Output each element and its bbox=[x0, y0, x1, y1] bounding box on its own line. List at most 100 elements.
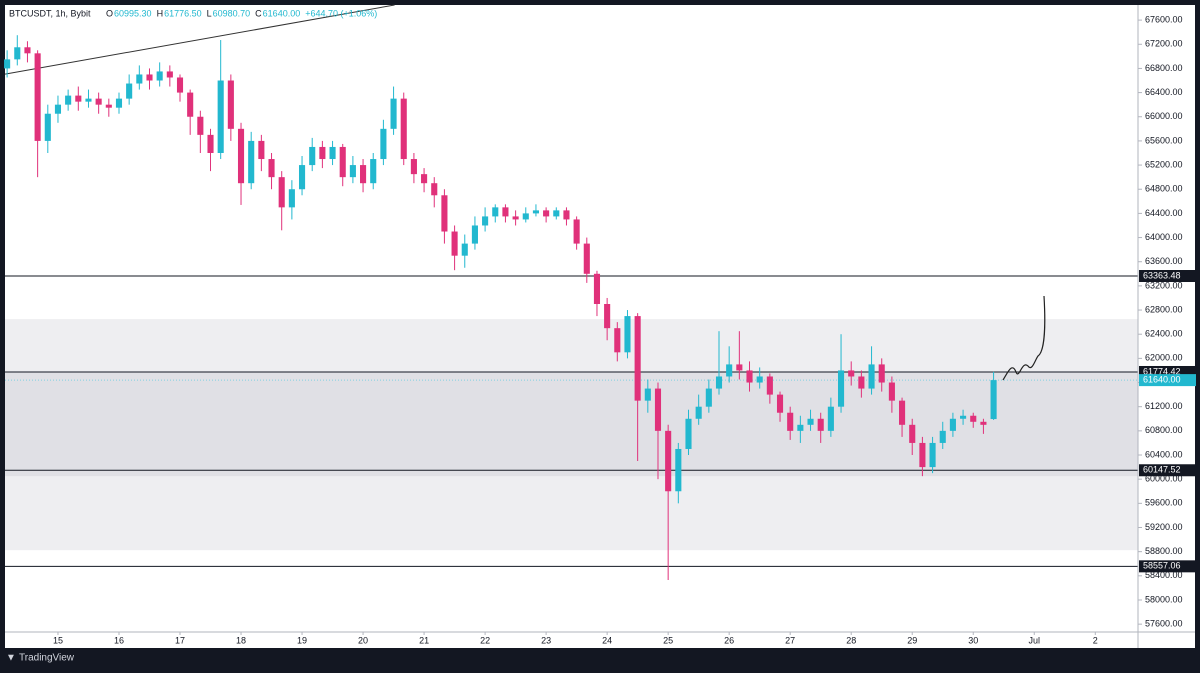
candle-body bbox=[593, 273, 601, 305]
candle-body bbox=[614, 328, 621, 353]
x-tick-label: 16 bbox=[114, 635, 124, 645]
ohlc-value: 60980.70 bbox=[213, 8, 251, 18]
candle-body bbox=[44, 113, 51, 141]
y-tick-label: 63200.00 bbox=[1145, 280, 1183, 290]
ohlc-key: H bbox=[157, 8, 164, 18]
candle-body bbox=[54, 104, 62, 114]
candle-body bbox=[156, 71, 163, 81]
x-tick-label: 24 bbox=[602, 635, 612, 645]
y-tick-label: 62400.00 bbox=[1145, 329, 1183, 339]
candle-body bbox=[888, 382, 895, 401]
y-tick-label: 59600.00 bbox=[1145, 498, 1183, 508]
candle-body bbox=[766, 376, 773, 395]
ohlc-value: 60995.30 bbox=[114, 8, 152, 18]
candle-body bbox=[502, 207, 509, 217]
x-tick-label: 26 bbox=[724, 635, 734, 645]
ohlc-key: C bbox=[255, 8, 262, 18]
y-tick-label: 66800.00 bbox=[1145, 63, 1183, 73]
symbol-label: BTCUSDT, 1h, Bybit bbox=[9, 8, 91, 18]
candle-body bbox=[319, 146, 326, 160]
ohlc-change: +644.70 (+1.06%) bbox=[305, 8, 377, 18]
candle-body bbox=[482, 216, 489, 226]
trendline bbox=[4, 4, 395, 75]
candle-body bbox=[807, 418, 814, 425]
x-tick-label: 29 bbox=[907, 635, 917, 645]
candle-body bbox=[115, 98, 123, 108]
candle-body bbox=[360, 165, 367, 184]
level-label: 61774.42 bbox=[1143, 366, 1181, 376]
candle-body bbox=[695, 406, 702, 419]
candle-body bbox=[787, 412, 794, 431]
candle-body bbox=[990, 380, 997, 420]
plot-area bbox=[4, 4, 1138, 581]
y-tick-label: 65200.00 bbox=[1145, 159, 1183, 169]
hand-drawn-projection bbox=[1002, 295, 1046, 381]
candle-body bbox=[827, 406, 834, 431]
current-price-label: 61640.00 bbox=[1143, 374, 1181, 384]
candle-body bbox=[329, 146, 336, 160]
candle-body bbox=[461, 243, 468, 256]
candle-body bbox=[848, 370, 855, 377]
x-tick-label: 28 bbox=[846, 635, 856, 645]
y-tick-label: 67600.00 bbox=[1145, 14, 1183, 24]
candle-body bbox=[288, 189, 295, 208]
x-tick-label: 18 bbox=[236, 635, 246, 645]
candle-body bbox=[339, 146, 346, 178]
candle-body bbox=[949, 418, 956, 431]
candle-body bbox=[34, 53, 41, 141]
candle-body bbox=[65, 95, 72, 105]
y-tick-label: 66000.00 bbox=[1145, 111, 1183, 121]
x-tick-label: 25 bbox=[663, 635, 673, 645]
candle-body bbox=[644, 388, 651, 401]
candle-body bbox=[217, 80, 224, 153]
candle-body bbox=[746, 370, 753, 383]
candle-body bbox=[685, 418, 692, 449]
candle-body bbox=[980, 421, 987, 425]
candle-body bbox=[176, 77, 184, 93]
candle-body bbox=[553, 210, 560, 217]
candle-body bbox=[105, 104, 112, 108]
candle-body bbox=[309, 146, 316, 166]
y-tick-label: 60000.00 bbox=[1145, 474, 1183, 484]
candle-body bbox=[675, 448, 682, 492]
level-tag bbox=[1139, 270, 1196, 283]
y-tick-label: 57600.00 bbox=[1145, 619, 1183, 629]
candle-body bbox=[837, 370, 845, 407]
candle-body bbox=[573, 219, 580, 244]
x-tick-label: 21 bbox=[419, 635, 429, 645]
x-tick-label: 20 bbox=[358, 635, 368, 645]
candle-body bbox=[400, 98, 407, 160]
current-price-tag bbox=[1139, 374, 1196, 387]
candle-body bbox=[421, 174, 428, 184]
candle-body bbox=[451, 231, 458, 256]
ohlc-key: O bbox=[106, 8, 113, 18]
candle-body bbox=[756, 376, 763, 383]
candle-body bbox=[441, 195, 448, 232]
candle-body bbox=[431, 183, 438, 196]
candle-body bbox=[543, 210, 550, 217]
candle-body bbox=[960, 415, 967, 419]
y-tick-label: 64000.00 bbox=[1145, 232, 1183, 242]
y-tick-label: 67200.00 bbox=[1145, 39, 1183, 49]
candle-body bbox=[878, 364, 885, 383]
candle-body bbox=[929, 442, 936, 468]
candle-body bbox=[604, 304, 611, 329]
candle-body bbox=[380, 128, 387, 160]
x-tick-label: 19 bbox=[297, 635, 307, 645]
ohlc-readout: O 60995.30 H 61776.50 L 60980.70 C 61640.00 +644… bbox=[106, 8, 377, 18]
y-tick-label: 59200.00 bbox=[1145, 522, 1183, 532]
candle-body bbox=[705, 388, 712, 407]
candle-body bbox=[146, 74, 153, 81]
candle-body bbox=[715, 376, 723, 389]
candle-body bbox=[227, 80, 234, 129]
candle-body bbox=[868, 364, 875, 389]
x-tick-label: 2 bbox=[1093, 635, 1098, 645]
y-tick-label: 65600.00 bbox=[1145, 135, 1183, 145]
candle-body bbox=[278, 177, 285, 208]
candle-body bbox=[899, 400, 906, 425]
level-label: 63363.48 bbox=[1143, 270, 1181, 280]
y-tick-label: 60400.00 bbox=[1145, 449, 1183, 459]
candle-body bbox=[166, 71, 173, 78]
y-tick-label: 60800.00 bbox=[1145, 425, 1183, 435]
